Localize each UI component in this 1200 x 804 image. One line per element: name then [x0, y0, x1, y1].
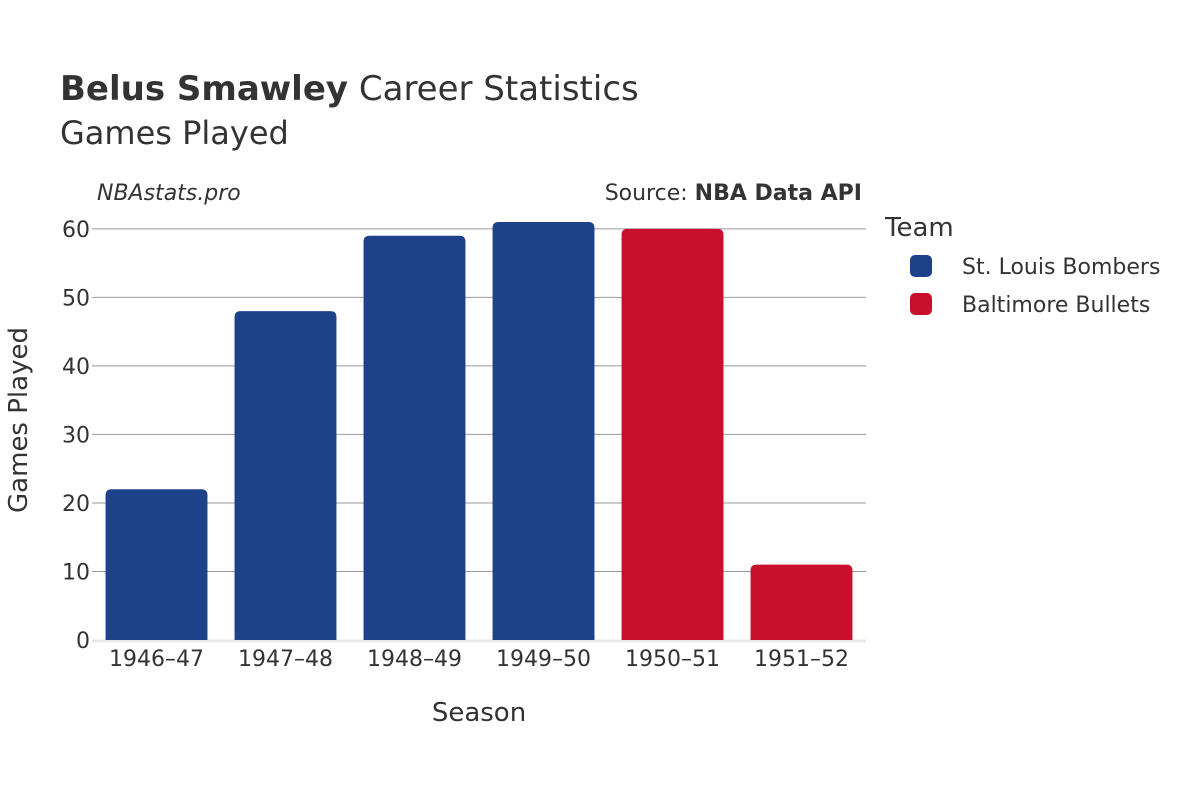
source-name: NBA Data API	[695, 181, 862, 206]
bar-1951–52	[750, 564, 853, 640]
y-tick-labels: 0 10 20 30 40 50 60	[62, 218, 90, 654]
x-axis-label: Season	[432, 698, 526, 728]
x-tick-labels: 1946–47 1947–48 1948–49 1949–50 1950–51 1951–…	[109, 647, 849, 672]
bar-1949–50	[492, 222, 595, 640]
chart-title-bold: Belus Smawley	[60, 69, 348, 109]
chart-title: Belus Smawley Career Statistics	[60, 69, 639, 109]
x-tick-label: 1950–51	[625, 647, 720, 672]
y-tick-label: 50	[62, 286, 90, 311]
y-tick-label: 0	[76, 629, 90, 654]
bar-1948–49	[363, 235, 466, 640]
watermark: NBAstats.pro	[97, 181, 241, 206]
x-tick-label: 1947–48	[238, 647, 333, 672]
legend-swatch	[910, 255, 932, 277]
chart-subtitle: Games Played	[60, 114, 289, 152]
chart-title-rest: Career Statistics	[348, 69, 639, 109]
bar-1947–48	[234, 311, 337, 640]
source-text: Source: NBA Data API	[605, 181, 862, 206]
y-tick-label: 60	[62, 218, 90, 243]
gridlines	[92, 228, 866, 643]
x-tick-label: 1951–52	[754, 647, 849, 672]
legend-swatch	[910, 293, 932, 315]
y-tick-label: 10	[62, 560, 90, 585]
bars	[105, 222, 853, 640]
x-tick-label: 1946–47	[109, 647, 204, 672]
y-tick-label: 20	[62, 492, 90, 517]
source-prefix: Source:	[605, 181, 695, 206]
x-tick-label: 1949–50	[496, 647, 591, 672]
y-axis-label: Games Played	[4, 327, 34, 513]
y-tick-label: 30	[62, 423, 90, 448]
bar-1950–51	[621, 228, 724, 640]
legend-title: Team	[884, 213, 954, 243]
legend-label: St. Louis Bombers	[962, 255, 1160, 280]
legend-label: Baltimore Bullets	[962, 293, 1150, 318]
y-tick-label: 40	[62, 355, 90, 380]
legend: St. Louis Bombers Baltimore Bullets	[910, 255, 1160, 318]
bar-1946–47	[105, 489, 208, 640]
x-tick-label: 1948–49	[367, 647, 462, 672]
